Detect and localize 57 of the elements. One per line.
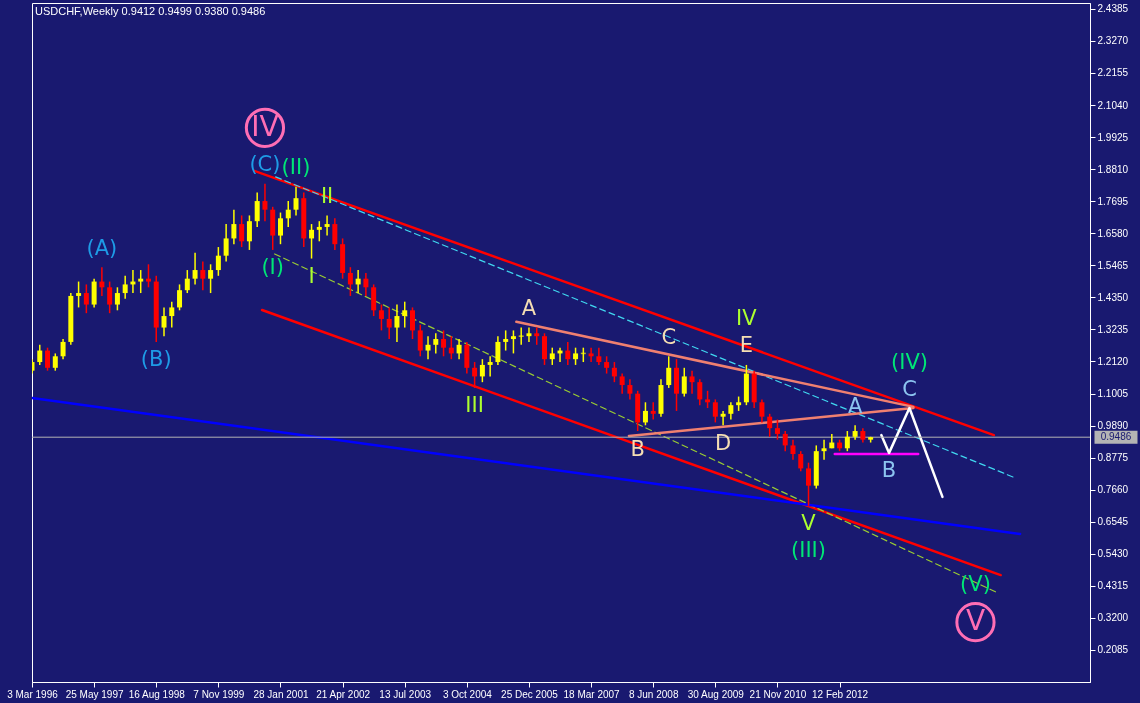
y-tick-label: 0.2085 bbox=[1097, 644, 1129, 656]
annotation: (IV) bbox=[890, 349, 928, 374]
annotation: D bbox=[715, 430, 732, 455]
x-tick-label: 28 Jan 2001 bbox=[253, 688, 309, 700]
x-tick-label: 3 Mar 1996 bbox=[7, 688, 59, 700]
y-tick-label: 1.2120 bbox=[1097, 355, 1129, 367]
x-tick-label: 13 Jul 2003 bbox=[379, 688, 432, 700]
annotation: (C) bbox=[249, 152, 281, 177]
annotation: (III) bbox=[791, 538, 826, 563]
x-tick-label: 7 Nov 1999 bbox=[193, 688, 245, 700]
annotation: III bbox=[465, 393, 484, 418]
annotation: (A) bbox=[86, 235, 118, 260]
y-tick-label: 1.3235 bbox=[1097, 323, 1129, 335]
x-tick-label: 25 Dec 2005 bbox=[501, 688, 559, 700]
y-tick-label: 0.7660 bbox=[1097, 484, 1129, 496]
y-tick-label: 1.6580 bbox=[1097, 227, 1129, 239]
annotation: A bbox=[521, 296, 537, 321]
annotation: B bbox=[881, 458, 897, 483]
y-tick-label: 1.4350 bbox=[1097, 291, 1129, 303]
y-tick-label: 2.3270 bbox=[1097, 35, 1129, 47]
y-tick-label: 1.5465 bbox=[1097, 259, 1129, 271]
annotation: IV bbox=[251, 109, 279, 143]
y-tick-label: 2.1040 bbox=[1097, 99, 1129, 111]
annotation: (B) bbox=[140, 347, 172, 372]
annotation: A bbox=[847, 393, 863, 418]
x-tick-label: 12 Feb 2012 bbox=[811, 688, 869, 700]
annotation: V bbox=[801, 511, 817, 536]
annotation: V bbox=[965, 604, 986, 638]
annotation: C bbox=[902, 376, 917, 401]
chart-title: USDCHF,Weekly 0.9412 0.9499 0.9380 0.9486 bbox=[35, 5, 266, 17]
annotation: (II) bbox=[281, 155, 311, 180]
x-tick-label: 30 Aug 2009 bbox=[687, 688, 745, 700]
y-tick-label: 1.8810 bbox=[1097, 163, 1129, 175]
x-tick-label: 21 Apr 2002 bbox=[316, 688, 371, 700]
y-tick-label: 0.9890 bbox=[1097, 420, 1129, 432]
y-tick-label: 1.1005 bbox=[1097, 388, 1129, 400]
annotation: IV bbox=[736, 306, 758, 331]
x-tick-label: 16 Aug 1998 bbox=[128, 688, 186, 700]
y-tick-label: 2.2155 bbox=[1097, 67, 1129, 79]
annotation: (I) bbox=[261, 255, 285, 280]
y-tick-label: 1.7695 bbox=[1097, 195, 1129, 207]
annotation: (V) bbox=[960, 571, 991, 596]
x-tick-label: 25 May 1997 bbox=[65, 688, 124, 700]
x-tick-label: 3 Oct 2004 bbox=[442, 688, 493, 700]
y-tick-label: 0.8775 bbox=[1097, 452, 1129, 464]
x-tick-label: 18 Mar 2007 bbox=[563, 688, 621, 700]
x-tick-label: 8 Jun 2008 bbox=[628, 688, 679, 700]
ref-line-label: 0.9486 bbox=[1100, 431, 1132, 443]
y-tick-label: 0.5430 bbox=[1097, 548, 1129, 560]
annotation: I bbox=[308, 264, 315, 289]
annotation: C bbox=[661, 324, 677, 349]
y-tick-label: 1.9925 bbox=[1097, 131, 1129, 143]
y-tick-label: 0.3200 bbox=[1097, 612, 1129, 624]
y-tick-label: 0.6545 bbox=[1097, 516, 1129, 528]
y-tick-label: 2.4385 bbox=[1097, 3, 1129, 15]
y-tick-label: 0.4315 bbox=[1097, 580, 1129, 592]
x-tick-label: 21 Nov 2010 bbox=[749, 688, 807, 700]
